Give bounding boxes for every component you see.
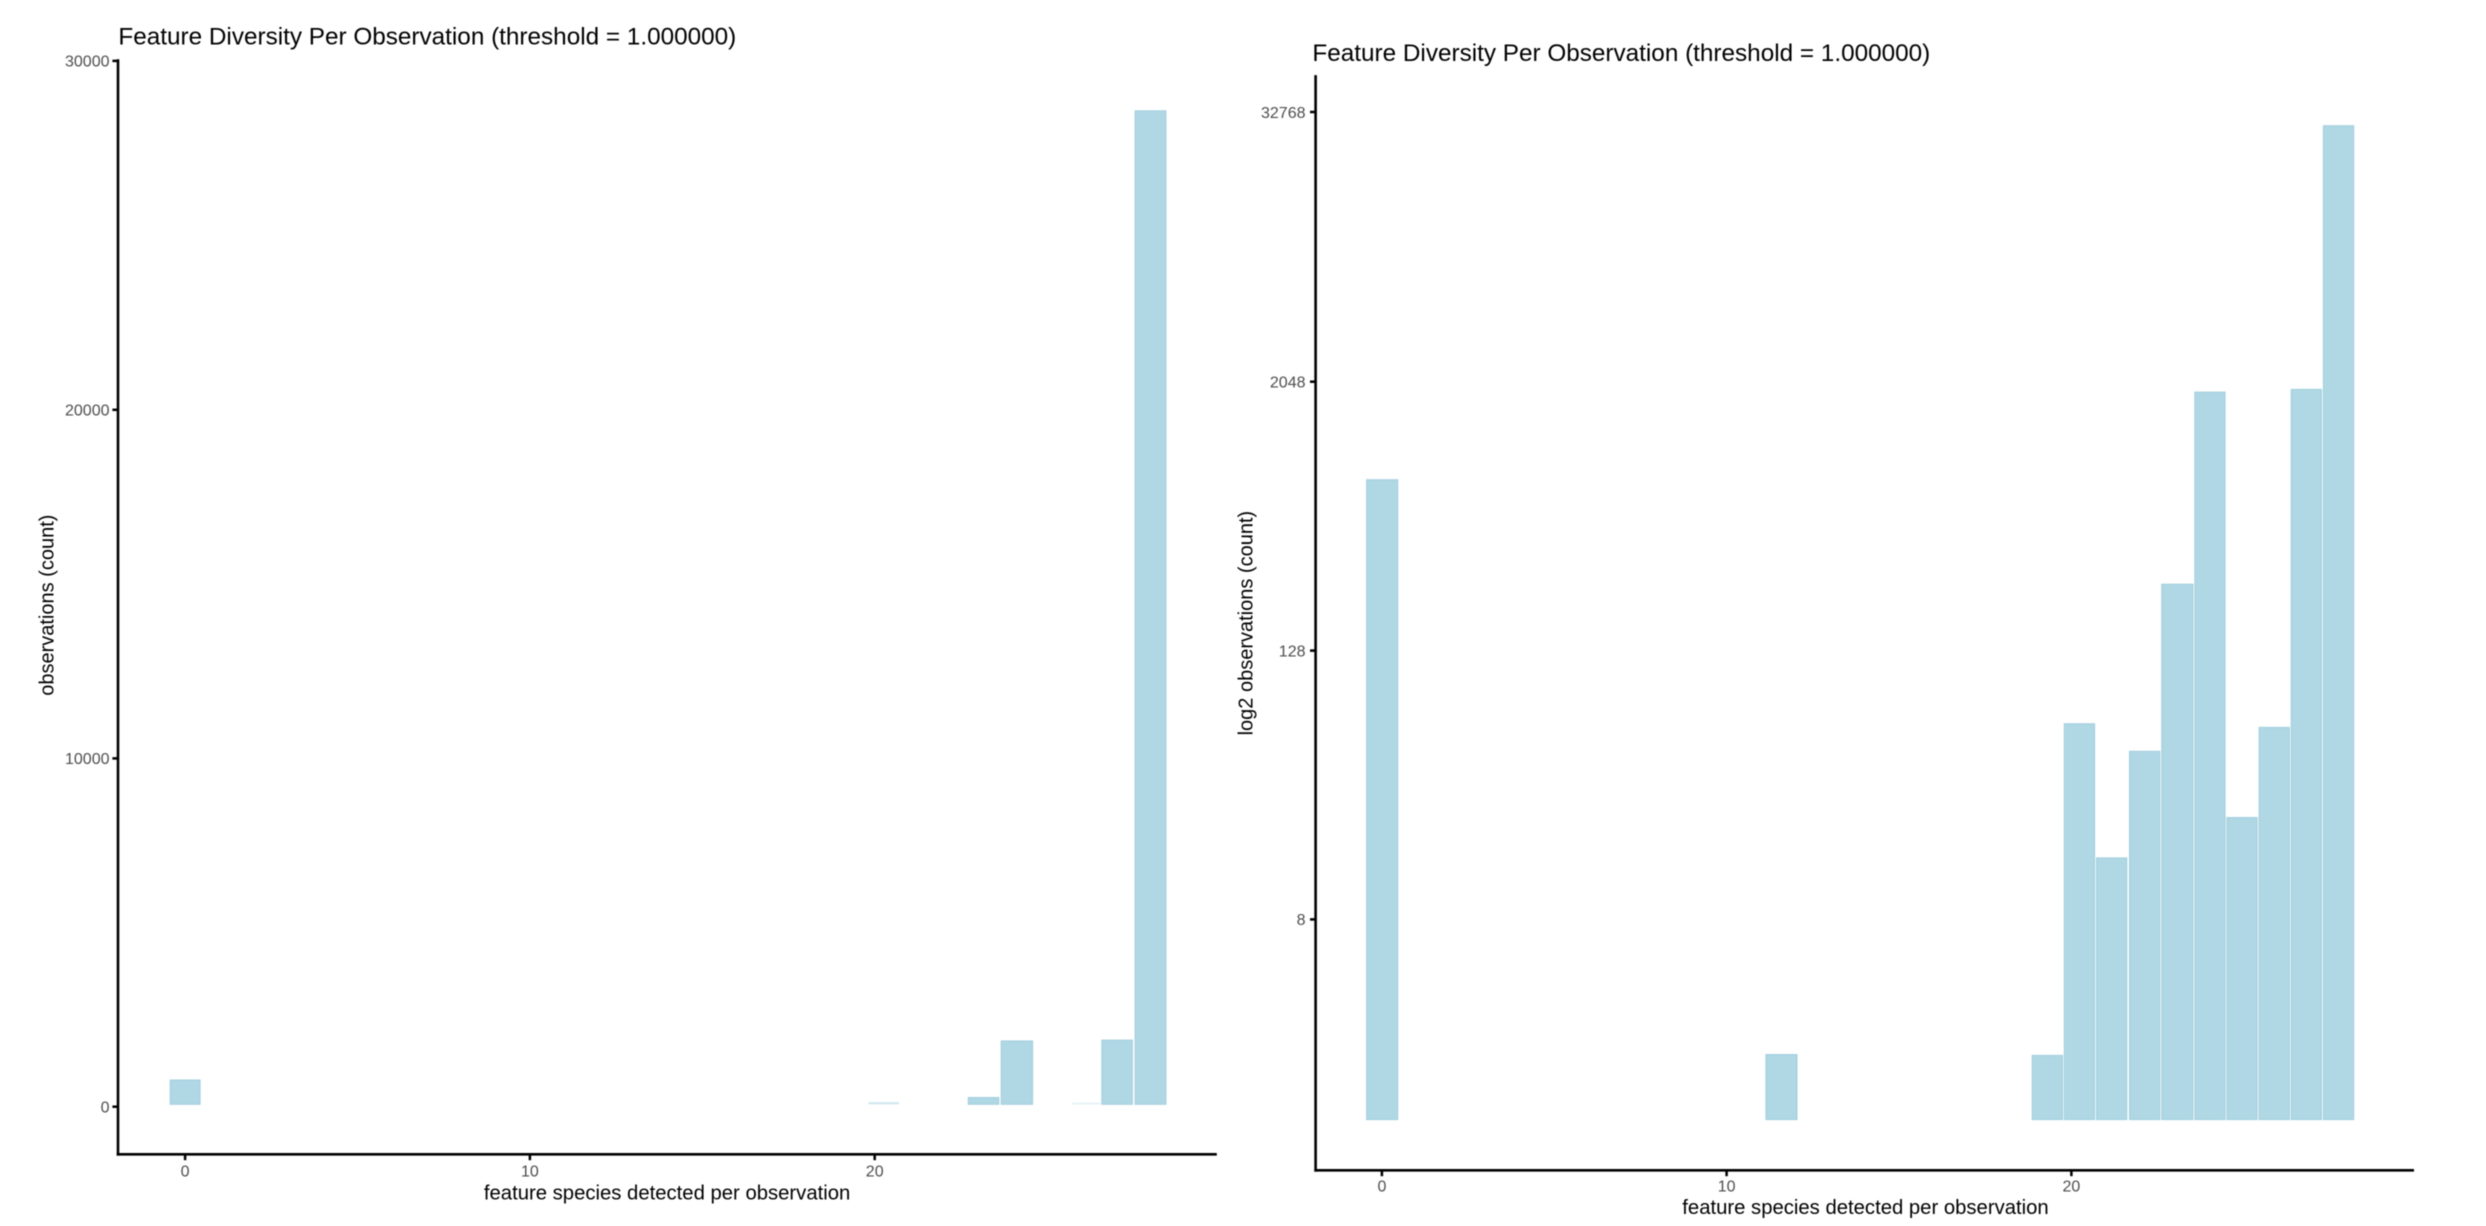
svg-text:0: 0 — [181, 1164, 190, 1181]
svg-text:observations (count): observations (count) — [37, 515, 59, 696]
svg-text:feature species detected per o: feature species detected per observation — [1682, 1197, 2048, 1219]
svg-text:20000: 20000 — [65, 403, 110, 420]
svg-text:8: 8 — [1297, 912, 1306, 929]
svg-text:2048: 2048 — [1270, 375, 1306, 392]
svg-text:Feature Diversity Per Observat: Feature Diversity Per Observation (thres… — [1312, 40, 1930, 67]
svg-text:10000: 10000 — [65, 751, 110, 768]
svg-text:Feature Diversity Per Observat: Feature Diversity Per Observation (thres… — [118, 23, 736, 50]
svg-text:log2 observations (count): log2 observations (count) — [1236, 511, 1258, 736]
svg-text:20: 20 — [866, 1164, 884, 1181]
svg-text:0: 0 — [1377, 1179, 1386, 1196]
svg-text:10: 10 — [521, 1164, 539, 1181]
svg-text:0: 0 — [101, 1100, 110, 1117]
svg-text:10: 10 — [1718, 1179, 1736, 1196]
svg-text:20: 20 — [2063, 1179, 2081, 1196]
svg-text:128: 128 — [1279, 643, 1306, 660]
svg-text:feature species detected per o: feature species detected per observation — [484, 1182, 850, 1204]
svg-text:30000: 30000 — [65, 54, 110, 71]
svg-text:32768: 32768 — [1261, 105, 1306, 122]
